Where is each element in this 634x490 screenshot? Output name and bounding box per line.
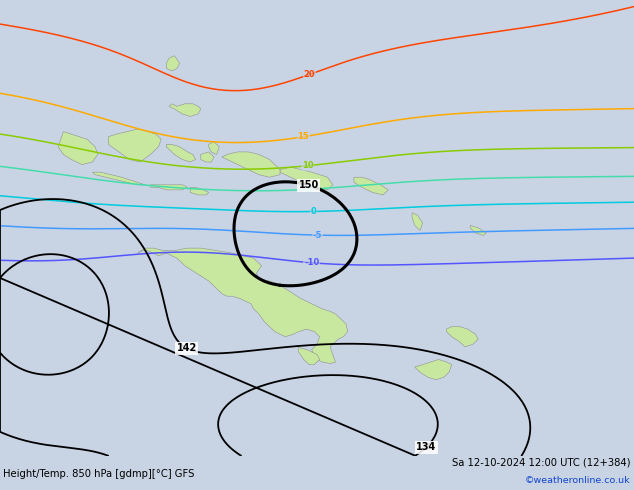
Text: 5: 5 xyxy=(307,185,313,194)
Polygon shape xyxy=(354,177,388,195)
Polygon shape xyxy=(138,248,347,364)
Text: 20: 20 xyxy=(304,70,315,79)
Polygon shape xyxy=(209,142,219,154)
Text: 134: 134 xyxy=(416,442,436,452)
Polygon shape xyxy=(299,347,320,365)
Text: 0: 0 xyxy=(311,207,317,216)
Polygon shape xyxy=(222,152,280,177)
Polygon shape xyxy=(166,56,179,71)
Polygon shape xyxy=(108,129,161,162)
Polygon shape xyxy=(470,225,486,235)
Text: 15: 15 xyxy=(297,132,309,141)
Polygon shape xyxy=(415,360,451,380)
Polygon shape xyxy=(58,132,98,165)
Text: -10: -10 xyxy=(304,258,320,267)
Text: -5: -5 xyxy=(313,231,322,240)
Text: Sa 12-10-2024 12:00 UTC (12+384): Sa 12-10-2024 12:00 UTC (12+384) xyxy=(452,458,631,468)
Text: 142: 142 xyxy=(176,343,197,353)
Text: ©weatheronline.co.uk: ©weatheronline.co.uk xyxy=(525,476,631,485)
Polygon shape xyxy=(190,187,209,195)
Polygon shape xyxy=(150,185,188,190)
Polygon shape xyxy=(446,326,478,347)
Polygon shape xyxy=(280,167,333,190)
Text: Height/Temp. 850 hPa [gdmp][°C] GFS: Height/Temp. 850 hPa [gdmp][°C] GFS xyxy=(3,469,195,479)
Text: 10: 10 xyxy=(302,161,313,170)
Polygon shape xyxy=(166,144,195,162)
Text: 150: 150 xyxy=(299,180,319,190)
Polygon shape xyxy=(201,152,214,162)
Polygon shape xyxy=(93,172,145,185)
Polygon shape xyxy=(0,0,634,456)
Polygon shape xyxy=(169,104,201,117)
Polygon shape xyxy=(412,213,423,230)
